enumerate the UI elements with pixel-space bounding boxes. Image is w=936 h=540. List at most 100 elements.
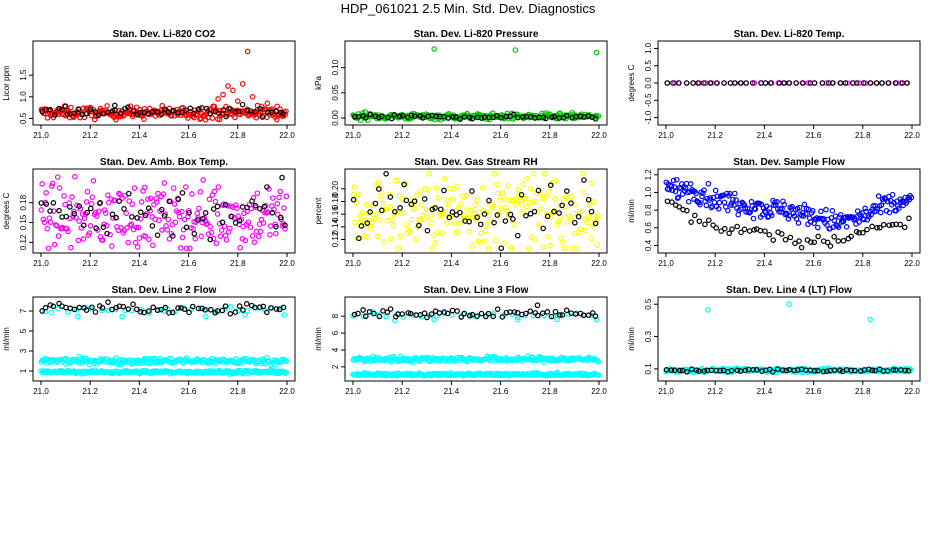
data-point bbox=[676, 80, 682, 86]
data-point bbox=[767, 80, 774, 86]
data-point bbox=[563, 112, 570, 119]
data-point bbox=[75, 106, 82, 113]
data-point bbox=[207, 236, 214, 243]
data-point bbox=[109, 211, 116, 218]
data-point bbox=[220, 91, 226, 98]
data-point bbox=[117, 191, 123, 198]
data-point bbox=[458, 201, 464, 207]
data-point bbox=[87, 106, 94, 113]
data-point bbox=[254, 102, 261, 109]
data-point bbox=[677, 367, 683, 374]
x-tick-label: 21.6 bbox=[493, 131, 509, 140]
data-point bbox=[884, 368, 891, 374]
data-point bbox=[498, 205, 504, 211]
data-point bbox=[490, 203, 497, 209]
x-tick-label: 22.0 bbox=[904, 131, 920, 140]
data-point bbox=[187, 105, 194, 112]
data-point bbox=[368, 225, 374, 232]
chart-panel-7: Stan. Dev. Line 2 Flow ml/min 21.0 21.2 21.4… bbox=[2, 285, 296, 396]
data-point bbox=[186, 309, 192, 316]
data-point bbox=[83, 199, 90, 205]
data-point bbox=[540, 225, 546, 232]
data-point bbox=[801, 201, 808, 208]
data-point bbox=[433, 113, 440, 120]
data-point bbox=[563, 193, 570, 200]
data-point bbox=[59, 106, 65, 113]
data-point bbox=[89, 304, 95, 311]
data-point bbox=[554, 221, 561, 228]
data-point bbox=[818, 208, 824, 215]
data-point bbox=[783, 367, 790, 374]
data-point bbox=[259, 114, 266, 120]
data-point bbox=[886, 222, 892, 229]
data-point bbox=[109, 243, 115, 249]
data-point bbox=[526, 200, 533, 206]
data-point bbox=[884, 198, 891, 205]
data-point bbox=[595, 212, 602, 219]
x-tick-label: 21.4 bbox=[444, 131, 460, 140]
data-point bbox=[532, 199, 539, 205]
chart-panel-2: Stan. Dev. Li-820 Pressure kPa 21.0 21.2 21.… bbox=[314, 29, 608, 140]
x-tick-label: 22.0 bbox=[591, 131, 607, 140]
plot-frame bbox=[344, 296, 608, 382]
y-tick-label: 0.8 bbox=[644, 204, 653, 216]
data-point bbox=[217, 233, 224, 240]
data-point bbox=[372, 113, 379, 120]
data-point bbox=[165, 216, 172, 223]
data-point bbox=[687, 181, 694, 187]
data-point bbox=[514, 197, 520, 204]
data-point bbox=[450, 114, 456, 120]
data-point bbox=[693, 190, 699, 197]
data-point bbox=[547, 182, 554, 188]
data-point bbox=[502, 218, 509, 224]
data-point bbox=[222, 303, 229, 309]
data-point bbox=[227, 303, 234, 310]
data-point bbox=[399, 311, 406, 317]
data-point bbox=[351, 184, 358, 191]
data-point bbox=[675, 194, 682, 201]
y-tick-label: 0.18 bbox=[19, 194, 28, 210]
data-point bbox=[147, 195, 154, 202]
x-tick-label: 22.0 bbox=[591, 387, 607, 396]
data-point bbox=[166, 310, 172, 316]
data-point bbox=[190, 110, 197, 117]
data-point bbox=[892, 80, 899, 86]
data-point bbox=[523, 212, 529, 219]
data-point bbox=[197, 189, 204, 195]
data-point bbox=[358, 223, 365, 229]
data-point bbox=[360, 307, 366, 313]
data-point bbox=[105, 109, 111, 115]
data-point bbox=[235, 108, 242, 115]
data-point bbox=[379, 207, 385, 214]
data-point bbox=[469, 188, 475, 194]
data-point bbox=[516, 191, 523, 198]
data-point bbox=[381, 239, 387, 245]
data-point bbox=[180, 305, 187, 311]
y-tick-label: 3 bbox=[19, 348, 28, 353]
data-point bbox=[403, 221, 410, 228]
data-points bbox=[38, 48, 289, 123]
data-point bbox=[100, 110, 106, 117]
data-point bbox=[261, 203, 268, 210]
data-point bbox=[668, 367, 675, 373]
data-point bbox=[38, 207, 45, 213]
data-point bbox=[43, 201, 50, 207]
data-point bbox=[701, 80, 707, 86]
y-tick-label: 2 bbox=[331, 364, 340, 369]
data-point bbox=[548, 114, 555, 120]
data-point bbox=[407, 229, 413, 235]
data-point bbox=[239, 204, 246, 210]
data-point bbox=[70, 214, 76, 220]
data-point bbox=[842, 80, 849, 86]
data-point bbox=[827, 243, 834, 249]
data-point bbox=[125, 306, 132, 312]
y-tick-label: -1.0 bbox=[644, 110, 653, 124]
data-point bbox=[815, 233, 821, 240]
chart-panel-5: Stan. Dev. Gas Stream RH percent 21.0 21.2 2… bbox=[314, 157, 608, 268]
data-point bbox=[529, 199, 536, 205]
data-point bbox=[731, 202, 737, 208]
data-point bbox=[835, 224, 842, 230]
x-tick-label: 21.2 bbox=[707, 387, 723, 396]
data-point bbox=[363, 202, 370, 208]
data-point bbox=[428, 311, 435, 317]
